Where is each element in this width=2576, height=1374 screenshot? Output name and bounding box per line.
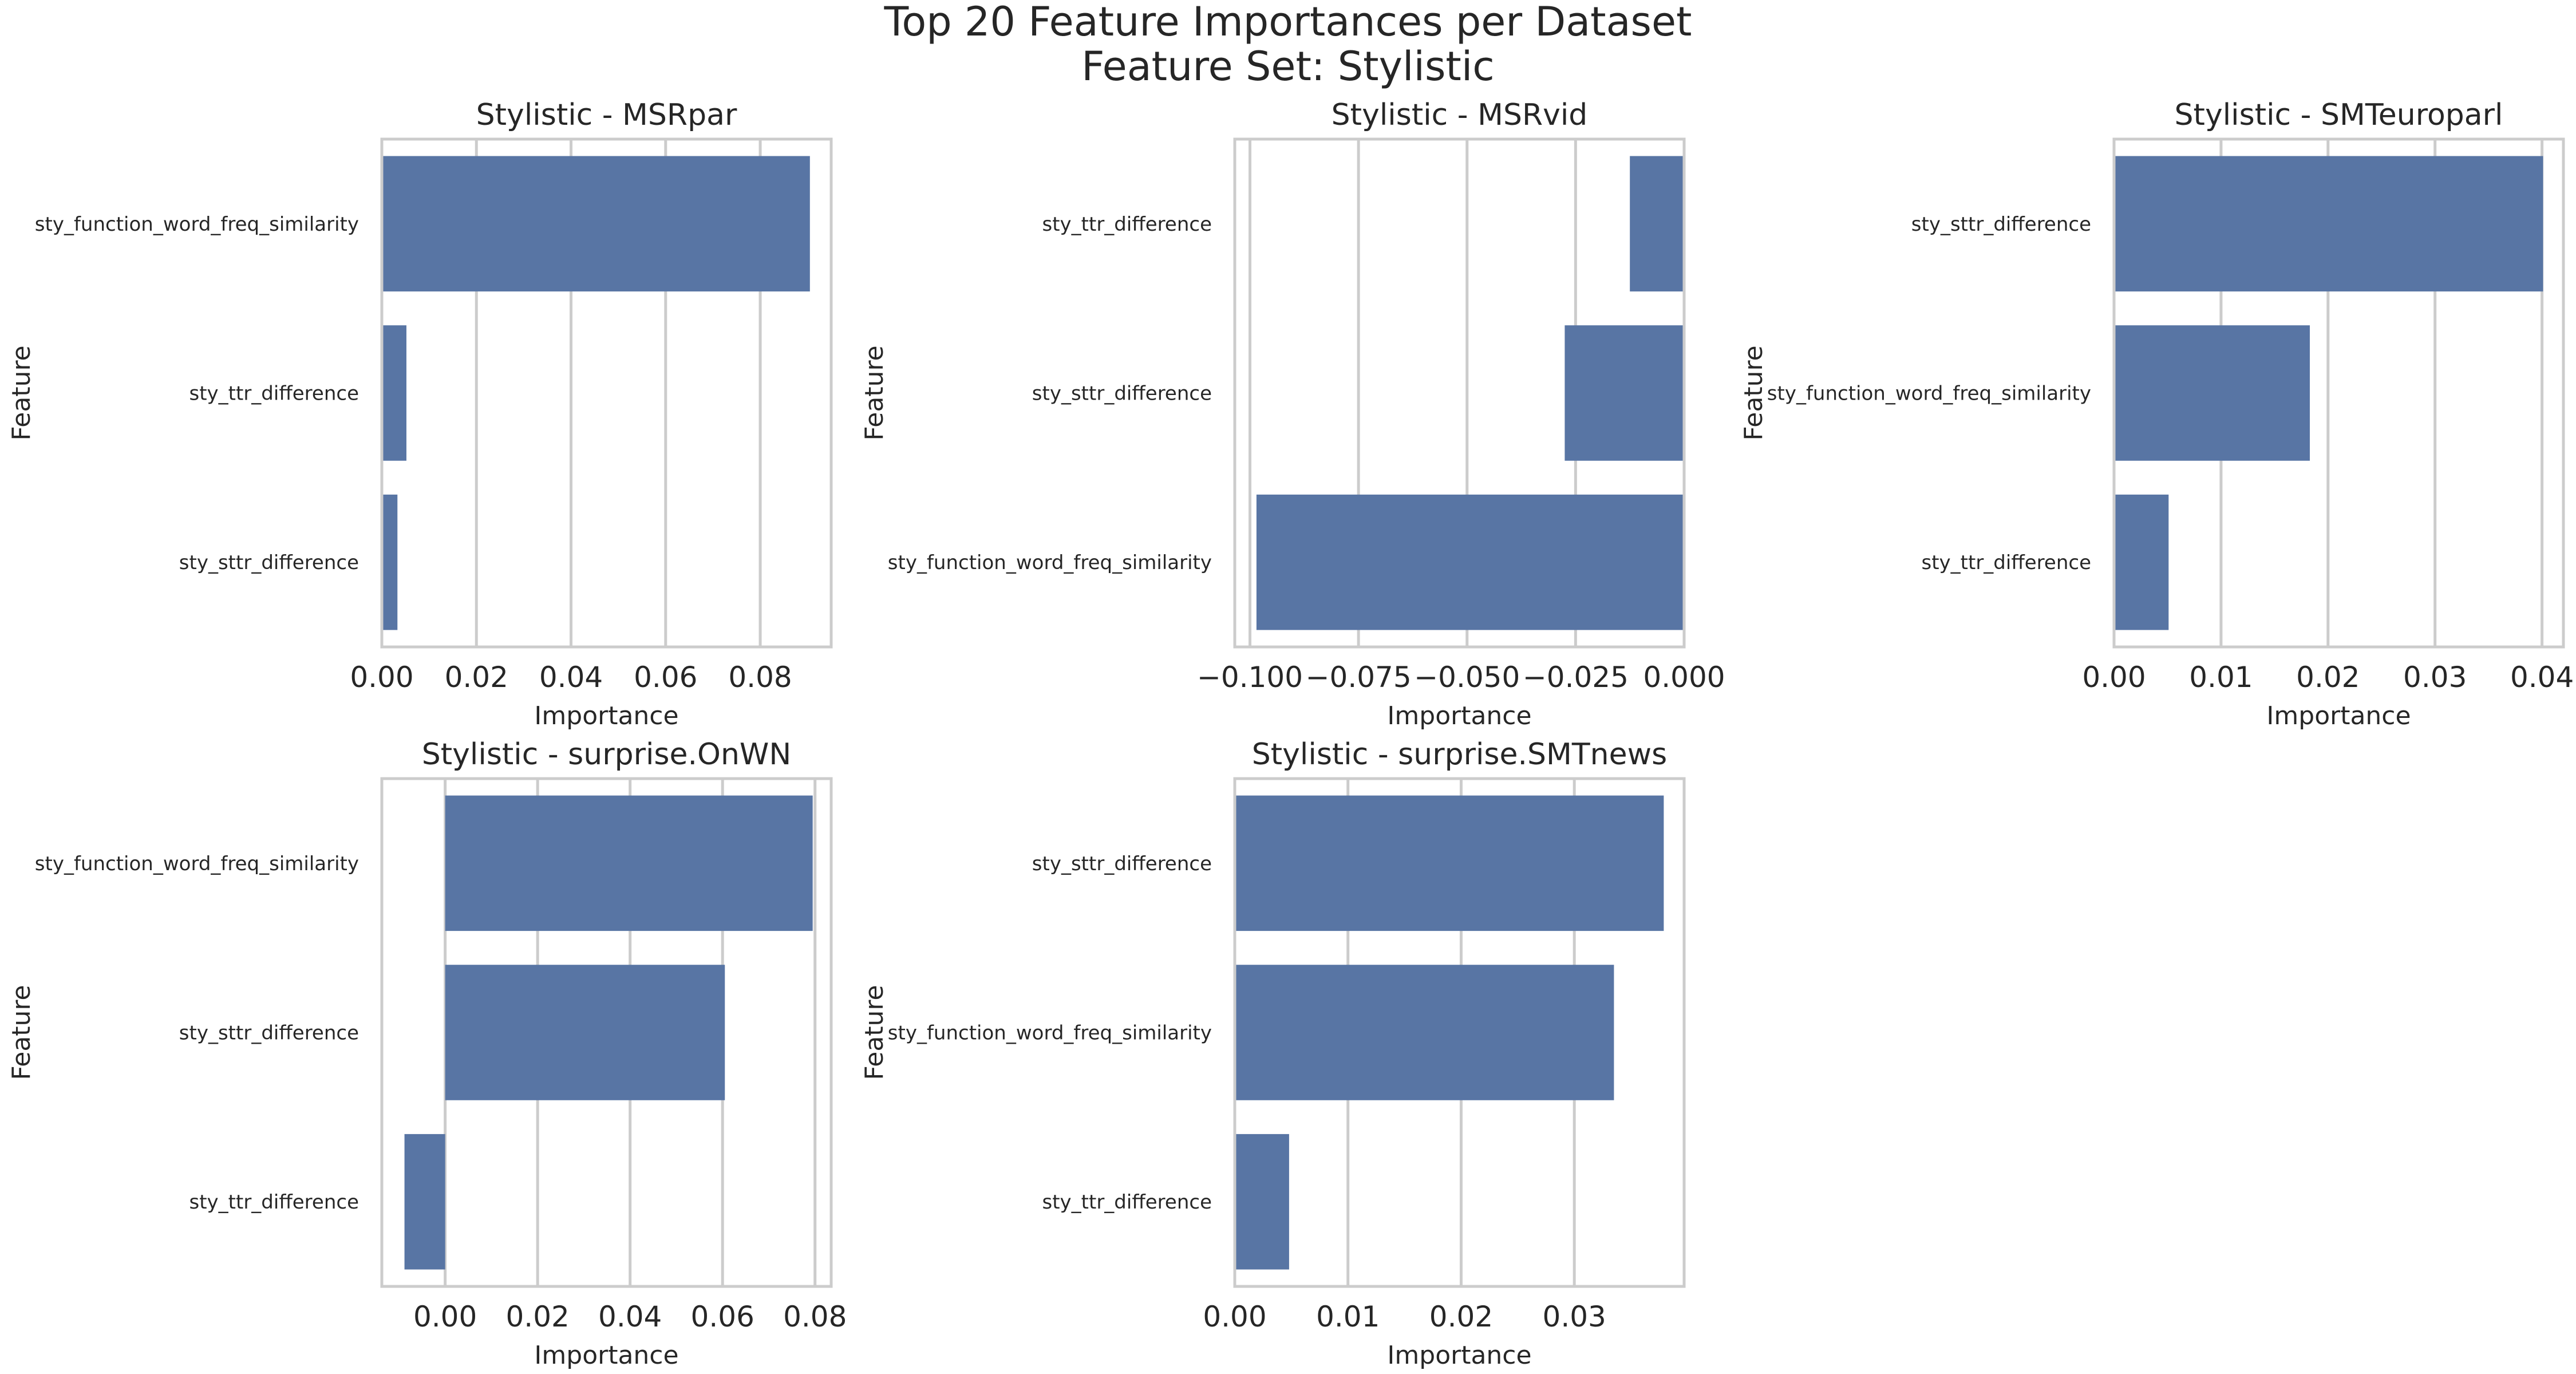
y-tick-label: sty_sttr_difference bbox=[1032, 382, 1212, 405]
figure-title-line2: Feature Set: Stylistic bbox=[1081, 43, 1495, 90]
bar-sty_ttr_difference bbox=[1630, 156, 1684, 292]
bar-sty_ttr_difference bbox=[404, 1134, 445, 1270]
x-axis-label: Importance bbox=[1387, 1341, 1531, 1370]
bar-sty_sttr_difference bbox=[1564, 325, 1684, 461]
y-tick-label: sty_function_word_freq_similarity bbox=[35, 213, 359, 236]
subplot-3: sty_sttr_difference sty_function_word_fre… bbox=[1739, 98, 2574, 731]
y-axis-label: Feature bbox=[1739, 345, 1768, 440]
subplot-5: sty_sttr_difference sty_function_word_fre… bbox=[860, 737, 1686, 1370]
figure-title-line1: Top 20 Feature Importances per Dataset bbox=[884, 0, 1692, 45]
bar-sty_function_word_freq_similarity bbox=[1235, 965, 1614, 1100]
x-tick-label: 0.02 bbox=[445, 661, 508, 694]
x-tick-label: 0.01 bbox=[2189, 661, 2253, 694]
y-tick-label: sty_sttr_difference bbox=[179, 551, 359, 574]
subplot-title: Stylistic - MSRvid bbox=[1332, 98, 1588, 132]
y-tick-label: sty_ttr_difference bbox=[1922, 551, 2092, 574]
y-tick-label: sty_function_word_freq_similarity bbox=[35, 852, 359, 875]
subplots: sty_function_word_freq_similaritysty_ttr… bbox=[7, 98, 2574, 1370]
y-axis-label: Feature bbox=[7, 345, 36, 440]
x-tick-label: 0.000 bbox=[1643, 661, 1725, 694]
x-tick-label: 0.02 bbox=[2296, 661, 2360, 694]
bar-sty_function_word_freq_similarity bbox=[445, 795, 813, 931]
x-tick-label: −0.050 bbox=[1414, 661, 1520, 694]
bar-sty_function_word_freq_similarity bbox=[1256, 494, 1684, 630]
x-tick-label: 0.04 bbox=[2510, 661, 2574, 694]
y-tick-label: sty_function_word_freq_similarity bbox=[1767, 382, 2091, 405]
x-tick-label: 0.04 bbox=[539, 661, 603, 694]
subplot-4: sty_function_word_freq_similarity sty_stt… bbox=[7, 737, 847, 1370]
bar-sty_ttr_difference bbox=[382, 325, 406, 461]
x-tick-label: 0.04 bbox=[598, 1300, 662, 1333]
axes-frame bbox=[380, 137, 833, 649]
subplot-title: Stylistic - surprise.OnWN bbox=[422, 737, 791, 772]
subplot-2: sty_ttr_difference sty_sttr_differencesty… bbox=[860, 98, 1725, 731]
y-tick-label: sty_sttr_difference bbox=[179, 1022, 359, 1045]
y-axis-label: Feature bbox=[860, 985, 889, 1080]
y-tick-label: sty_sttr_difference bbox=[1032, 852, 1212, 875]
bar-sty_ttr_difference bbox=[1235, 1134, 1289, 1270]
subplot-title: Stylistic - surprise.SMTnews bbox=[1252, 737, 1668, 772]
bar-sty_function_word_freq_similarity bbox=[2114, 325, 2310, 461]
y-tick-label: sty_ttr_difference bbox=[1042, 213, 1212, 236]
x-tick-label: 0.00 bbox=[1203, 1300, 1266, 1333]
y-axis-label: Feature bbox=[7, 985, 36, 1080]
y-tick-label: sty_function_word_freq_similarity bbox=[888, 1022, 1212, 1045]
x-axis-label: Importance bbox=[2266, 701, 2411, 731]
x-tick-label: 0.03 bbox=[2403, 661, 2467, 694]
x-tick-label: 0.06 bbox=[634, 661, 697, 694]
x-tick-label: 0.00 bbox=[350, 661, 413, 694]
axes-frame bbox=[2112, 137, 2565, 649]
bar-sty_sttr_difference bbox=[1235, 795, 1664, 931]
bar-sty_sttr_difference bbox=[445, 965, 725, 1100]
y-axis-label: Feature bbox=[860, 345, 889, 440]
subplot-1: sty_function_word_freq_similarity sty_ttr… bbox=[7, 98, 833, 731]
y-tick-label: sty_ttr_difference bbox=[1042, 1191, 1212, 1214]
x-tick-label: 0.06 bbox=[691, 1300, 754, 1333]
subplot-title: Stylistic - MSRpar bbox=[476, 98, 737, 132]
bar-sty_function_word_freq_similarity bbox=[382, 156, 810, 292]
x-tick-label: 0.00 bbox=[413, 1300, 477, 1333]
axes-frame bbox=[380, 777, 833, 1288]
x-axis-label: Importance bbox=[534, 701, 678, 731]
x-axis-label: Importance bbox=[534, 1341, 678, 1370]
x-tick-label: −0.100 bbox=[1197, 661, 1303, 694]
x-axis-label: Importance bbox=[1387, 701, 1531, 731]
x-tick-label: 0.02 bbox=[1429, 1300, 1493, 1333]
axes-frame bbox=[1233, 137, 1686, 649]
x-tick-label: 0.00 bbox=[2082, 661, 2146, 694]
x-tick-label: −0.025 bbox=[1523, 661, 1629, 694]
x-tick-label: 0.08 bbox=[783, 1300, 847, 1333]
y-tick-label: sty_ttr_difference bbox=[189, 382, 359, 405]
y-tick-label: sty_ttr_difference bbox=[189, 1191, 359, 1214]
x-tick-label: 0.02 bbox=[506, 1300, 570, 1333]
bar-sty_ttr_difference bbox=[2114, 494, 2169, 630]
y-tick-label: sty_sttr_difference bbox=[1911, 213, 2091, 236]
x-tick-label: 0.01 bbox=[1316, 1300, 1380, 1333]
bar-sty_sttr_difference bbox=[382, 494, 398, 630]
y-tick-label: sty_function_word_freq_similarity bbox=[888, 551, 1212, 574]
x-tick-label: 0.03 bbox=[1543, 1300, 1606, 1333]
bar-sty_sttr_difference bbox=[2114, 156, 2543, 292]
axes-frame bbox=[1233, 777, 1686, 1288]
x-tick-label: 0.08 bbox=[728, 661, 792, 694]
subplot-title: Stylistic - SMTeuroparl bbox=[2175, 98, 2503, 132]
x-tick-label: −0.075 bbox=[1306, 661, 1412, 694]
